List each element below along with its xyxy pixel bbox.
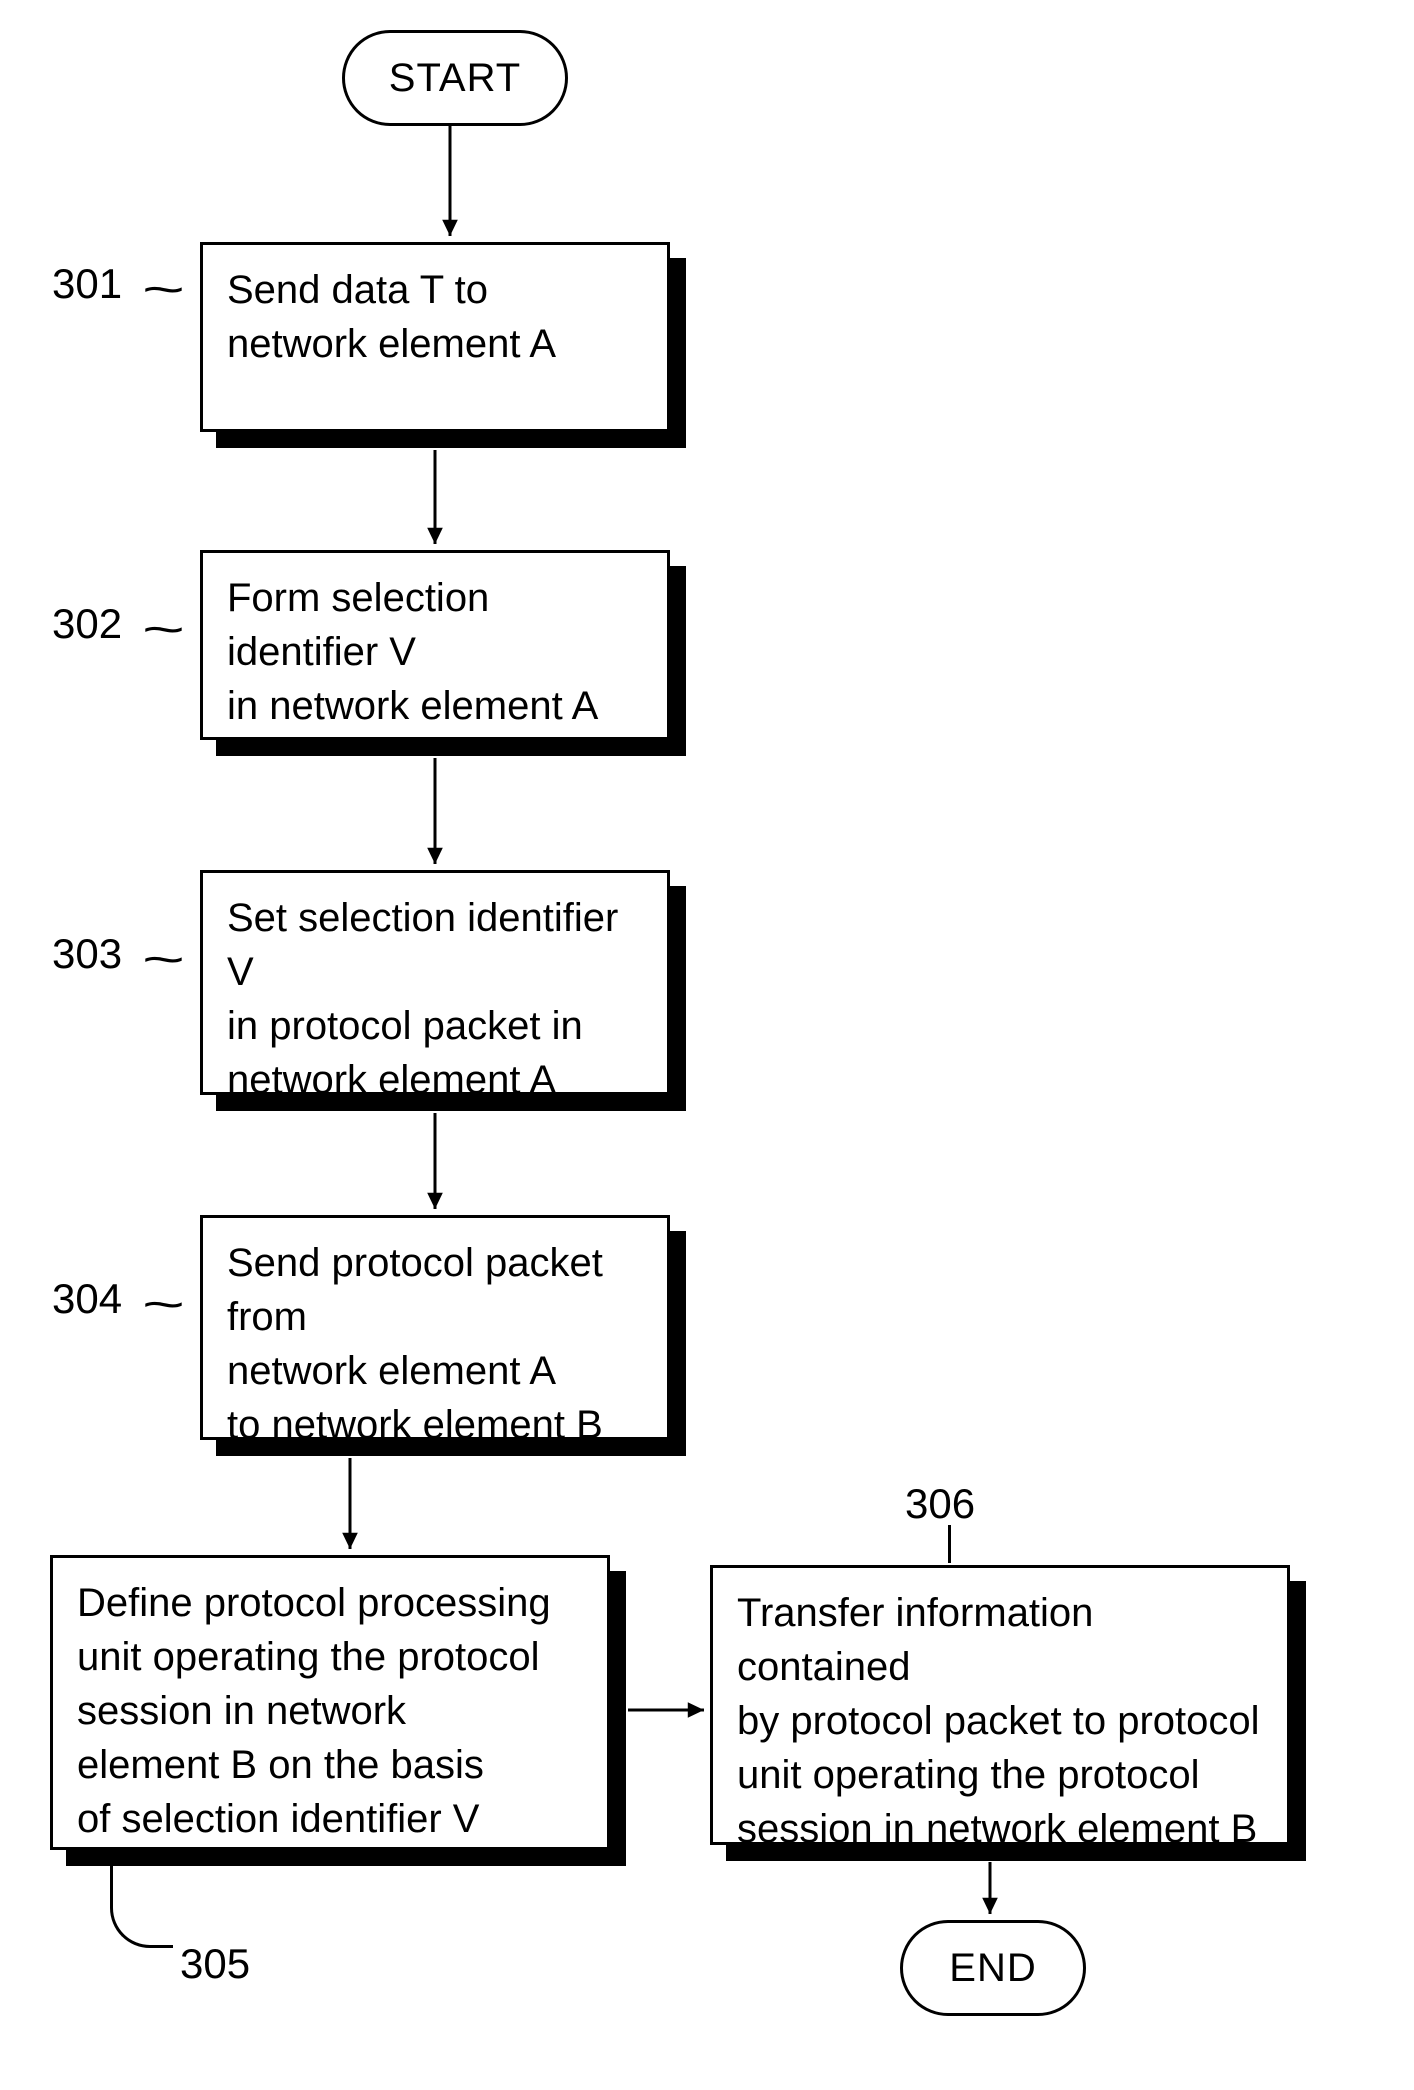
process-box-301: Send data T to network element A — [200, 242, 670, 432]
process-text: Send protocol packet from network elemen… — [227, 1236, 643, 1452]
process-box-306: Transfer information contained by protoc… — [710, 1565, 1290, 1845]
process-text: Transfer information contained by protoc… — [737, 1586, 1263, 1856]
label-connector: ~ — [142, 602, 185, 656]
label-connector: ~ — [142, 262, 185, 316]
end-label: END — [949, 1946, 1036, 1991]
step-label-303: 303 — [52, 930, 122, 978]
start-label: START — [389, 56, 521, 101]
process-box-302: Form selection identifier V in network e… — [200, 550, 670, 740]
process-text: Form selection identifier V in network e… — [227, 571, 643, 733]
arrow-start-301 — [430, 103, 470, 256]
arrow-302-303 — [415, 738, 455, 884]
arrow-304-305 — [330, 1438, 370, 1569]
step-label-306: 306 — [905, 1480, 975, 1528]
arrow-301-302 — [415, 430, 455, 564]
process-box-304: Send protocol packet from network elemen… — [200, 1215, 670, 1440]
process-text: Define protocol processing unit operatin… — [77, 1576, 583, 1846]
process-text: Send data T to network element A — [227, 263, 643, 371]
process-box-303: Set selection identifier V in protocol p… — [200, 870, 670, 1095]
process-box-305: Define protocol processing unit operatin… — [50, 1555, 610, 1850]
arrow-303-304 — [415, 1093, 455, 1229]
step-label-301: 301 — [52, 260, 122, 308]
label-connector: ~ — [142, 932, 185, 986]
end-terminal: END — [900, 1920, 1086, 2016]
process-text: Set selection identifier V in protocol p… — [227, 891, 643, 1107]
arrow-305-306 — [608, 1690, 724, 1730]
step-label-305: 305 — [180, 1940, 250, 1988]
label-connector — [945, 1525, 951, 1563]
label-connector — [110, 1855, 173, 1948]
label-connector: ~ — [142, 1277, 185, 1331]
step-label-302: 302 — [52, 600, 122, 648]
arrow-306-end — [970, 1842, 1010, 1934]
step-label-304: 304 — [52, 1275, 122, 1323]
